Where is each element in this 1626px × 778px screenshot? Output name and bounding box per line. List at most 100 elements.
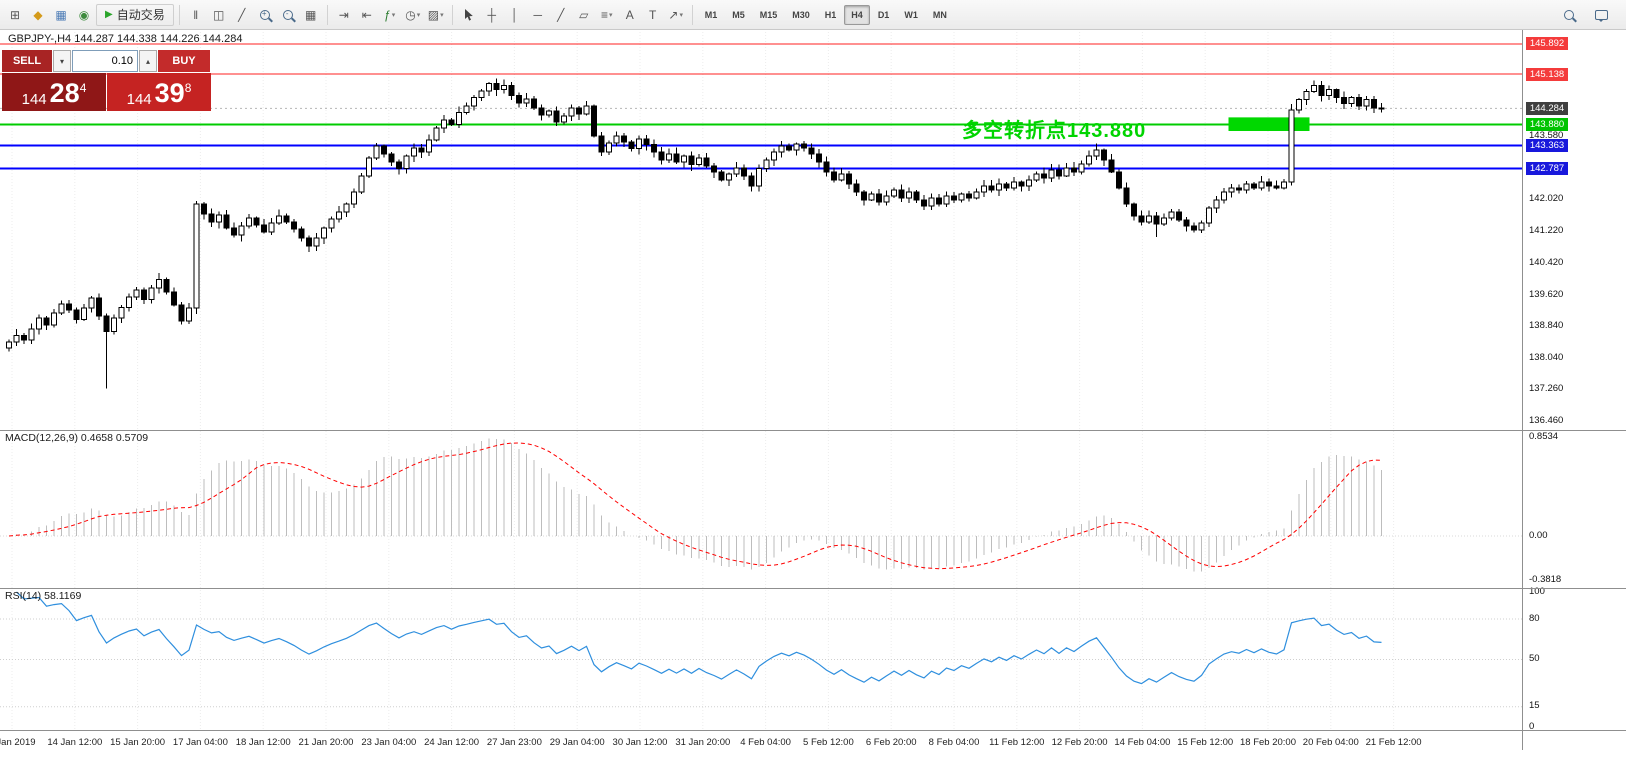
templates-icon: ▨ (427, 7, 440, 22)
time-axis-label: 31 Jan 20:00 (675, 737, 731, 748)
buy-button[interactable]: BUY (158, 50, 210, 72)
sell-button[interactable]: SELL (2, 50, 52, 72)
timeframe-group: M1 M5 M15 M30 H1 H4 D1 W1 MN (698, 4, 954, 25)
trade-panel-prices: 144 28 4 144 39 8 (2, 73, 212, 111)
chat-icon (1594, 9, 1608, 22)
time-axis-label: 15 Jan 20:00 (110, 737, 166, 748)
time-axis-label: 8 Feb 04:00 (928, 737, 980, 748)
time-axis-label: 14 Jan 12:00 (47, 737, 103, 748)
tile-windows-icon[interactable]: ▦ (300, 4, 322, 26)
timeframe-d1-button[interactable]: D1 (871, 5, 897, 25)
periods-icon: ◷ (405, 7, 416, 22)
line-chart-icon[interactable]: ╱ (231, 4, 253, 26)
auto-scroll-icon[interactable]: ⇥ (333, 4, 355, 26)
play-icon: ▶ (105, 9, 113, 20)
arrows-icon[interactable]: ↗ ▾ (665, 4, 687, 26)
chart-workspace: GBPJPY-,H4 144.287 144.338 144.226 144.2… (0, 30, 1626, 778)
rsi-axis-label: 0 (1529, 720, 1535, 732)
timeframe-h4-button[interactable]: H4 (844, 4, 870, 25)
new-order-icon[interactable]: ⊞ (4, 4, 26, 26)
toolbar-view-group: ‖ ◫ ╱ + - ▦ (185, 4, 322, 26)
autotrade-button[interactable]: ▶ 自动交易 (96, 3, 174, 26)
macd-main-value: 0.4658 (80, 432, 113, 444)
chart-annotation-text[interactable]: 多空转折点143.880 (962, 120, 1147, 142)
time-axis-label: 6 Feb 20:00 (865, 737, 917, 748)
candlestick-chart-icon: ◫ (213, 7, 225, 22)
timeframe-m1-button[interactable]: M1 (698, 5, 725, 25)
tile-windows-icon: ▦ (305, 7, 317, 22)
charts-icon: ◆ (33, 7, 43, 22)
ask-pipette: 8 (184, 81, 192, 95)
ask-price[interactable]: 144 39 8 (107, 73, 211, 111)
cursor-icon[interactable] (458, 4, 480, 26)
time-axis-label: 27 Jan 23:00 (486, 737, 542, 748)
rsi-axis-label: 100 (1529, 585, 1545, 597)
bar-chart-icon: ‖ (193, 7, 199, 22)
arrows-icon: ↗ (668, 7, 679, 22)
macd-axis-label: -0.3818 (1529, 573, 1562, 585)
trendline-icon: ╱ (557, 7, 565, 22)
text-label-icon[interactable]: T (642, 4, 664, 26)
bid-pips: 28 (49, 78, 80, 108)
crosshair-icon[interactable]: ┼ (481, 4, 503, 26)
charts-icon[interactable]: ◆ (27, 4, 49, 26)
volume-increase-button[interactable]: ▴ (139, 50, 157, 72)
volume-decrease-button[interactable]: ▾ (53, 50, 71, 72)
price-level-label: 143.880 (1526, 118, 1568, 132)
text-icon[interactable]: A (619, 4, 641, 26)
timeframe-h1-button[interactable]: H1 (818, 5, 844, 25)
fibonacci-icon: ≡ (600, 7, 608, 22)
trade-panel-controls: SELL ▾ ▴ BUY (2, 50, 212, 72)
price-axis-label: 136.460 (1529, 415, 1564, 427)
indicators-icon[interactable]: ƒ ▾ (379, 4, 401, 26)
toolbar-separator (691, 4, 693, 25)
time-axis-label: 29 Jan 04:00 (549, 737, 605, 748)
bar-chart-icon[interactable]: ‖ (185, 4, 207, 26)
time-axis-label: 5 Feb 12:00 (803, 737, 854, 748)
panel-divider (0, 730, 1626, 731)
trendline-icon[interactable]: ╱ (550, 4, 572, 26)
timeframe-m15-button[interactable]: M15 (753, 5, 785, 25)
horizontal-line-icon[interactable]: ─ (527, 4, 549, 26)
equidistant-channel-icon[interactable]: ▱ (573, 4, 595, 26)
price-level-label: 145.892 (1526, 37, 1568, 51)
chat-icon[interactable] (1590, 4, 1612, 26)
zoom-out-icon[interactable]: - (277, 4, 299, 26)
search-icon[interactable] (1558, 4, 1580, 26)
rsi-value: 58.1169 (44, 590, 82, 602)
timeframe-m5-button[interactable]: M5 (725, 5, 752, 25)
time-axis-label: 24 Jan 12:00 (424, 737, 480, 748)
fibonacci-icon[interactable]: ≡ ▾ (596, 4, 618, 26)
templates-icon[interactable]: ▨ ▾ (425, 4, 447, 26)
toolbar-separator (451, 4, 453, 25)
crosshair-icon: ┼ (487, 7, 496, 22)
profiles-icon[interactable]: ▦ (50, 4, 72, 26)
auto-scroll-icon: ⇥ (338, 7, 349, 22)
timeframe-mn-button[interactable]: MN (926, 5, 954, 25)
price-axis-label: 138.040 (1529, 352, 1564, 364)
timeframe-w1-button[interactable]: W1 (897, 5, 925, 25)
chart-canvas[interactable] (0, 30, 1522, 730)
zoom-in-icon[interactable]: + (254, 4, 276, 26)
candlestick-chart-icon[interactable]: ◫ (208, 4, 230, 26)
vertical-line-icon[interactable]: │ (504, 4, 526, 26)
chart-shift-icon[interactable]: ⇤ (356, 4, 378, 26)
rsi-axis-label: 15 (1529, 700, 1540, 712)
bid-price[interactable]: 144 28 4 (2, 73, 106, 111)
time-axis-label: 18 Jan 12:00 (235, 737, 291, 748)
periods-icon[interactable]: ◷ ▾ (402, 4, 424, 26)
macd-axis-label: 0.00 (1529, 529, 1548, 541)
toolbar-separator (178, 4, 180, 25)
panel-divider[interactable] (0, 588, 1626, 589)
macd-indicator-label: MACD(12,26,9) 0.4658 0.5709 (5, 432, 149, 444)
macd-signal-value: 0.5709 (115, 432, 149, 444)
toolbar-insert-group: ⇥ ⇤ ƒ ▾ ◷ ▾ ▨ ▾ (333, 4, 447, 26)
timeframe-m30-button[interactable]: M30 (785, 5, 817, 25)
panel-divider[interactable] (0, 430, 1626, 431)
bid-pipette: 4 (79, 81, 87, 95)
rsi-axis-label: 80 (1529, 612, 1540, 624)
full-screen-icon[interactable]: ◉ (73, 4, 95, 26)
volume-input[interactable] (72, 50, 138, 72)
price-axis: 145.892 145.138 144.284 143.880 143.363 142.7… (1522, 30, 1626, 750)
time-axis-label: 21 Jan 20:00 (298, 737, 354, 748)
